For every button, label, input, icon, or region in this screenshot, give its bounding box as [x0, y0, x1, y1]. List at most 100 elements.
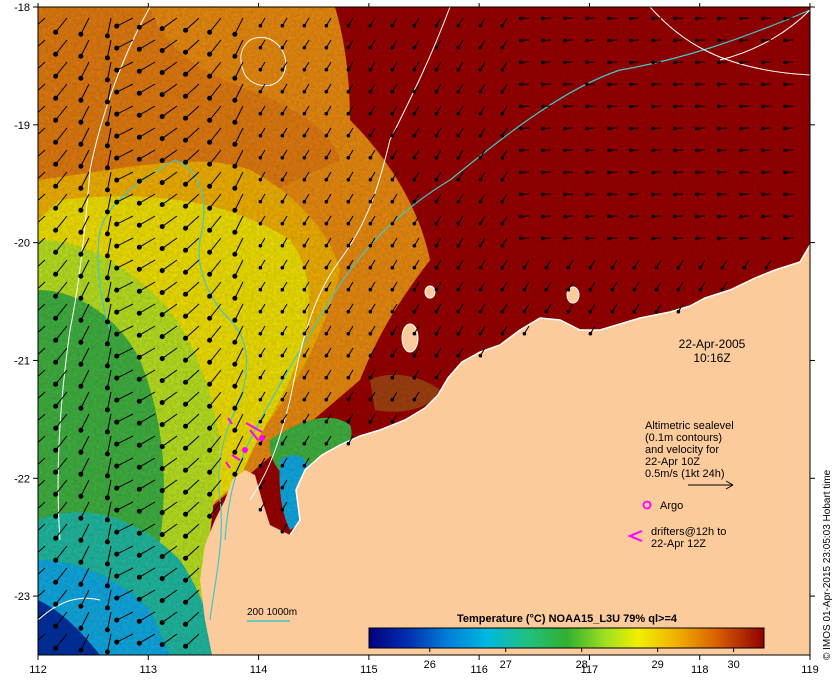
velocity-arrow-head: [258, 463, 263, 468]
velocity-arrow-head: [720, 287, 725, 292]
velocity-arrow: [80, 369, 90, 387]
velocity-arrow-head: [673, 236, 677, 241]
velocity-arrow-head: [78, 295, 84, 301]
velocity-arrow-head: [104, 407, 110, 413]
velocity-arrow-head: [456, 221, 461, 226]
velocity-arrow-head: [183, 225, 189, 231]
velocity-arrow: [116, 325, 134, 335]
velocity-arrow-head: [739, 82, 743, 87]
velocity-arrow-head: [280, 243, 285, 248]
velocity-arrow-head: [104, 33, 110, 39]
velocity-arrow-head: [78, 449, 84, 455]
velocity-arrow-head: [159, 598, 165, 604]
velocity-arrow-head: [607, 38, 611, 43]
velocity-arrow-head: [368, 199, 373, 204]
velocity-arrow-head: [717, 38, 721, 43]
velocity-arrow-head: [53, 337, 59, 343]
drifters-line: drifters@12h to: [651, 526, 727, 538]
velocity-arrow: [185, 325, 200, 339]
velocity-arrow: [139, 479, 156, 490]
velocity-arrow-head: [114, 485, 120, 491]
velocity-arrow-head: [207, 227, 213, 233]
velocity-arrow-head: [302, 199, 307, 204]
velocity-arrow: [185, 633, 200, 647]
velocity-arrow-head: [368, 243, 373, 248]
velocity-arrow-head: [104, 583, 110, 589]
velocity-arrow: [116, 611, 134, 621]
velocity-arrow-head: [78, 625, 84, 631]
velocity-arrow: [106, 369, 112, 388]
velocity-arrow-head: [346, 441, 351, 446]
velocity-arrow: [139, 391, 156, 402]
velocity-arrow-head: [717, 16, 721, 21]
velocity-arrow-head: [183, 291, 189, 297]
velocity-arrow-head: [390, 23, 395, 28]
velocity-arrow-head: [346, 111, 351, 116]
velocity-arrow-head: [159, 246, 165, 252]
velocity-arrow: [106, 171, 112, 190]
velocity-arrow-head: [104, 275, 110, 281]
velocity-arrow: [209, 369, 222, 385]
velocity-arrow: [234, 435, 244, 453]
velocity-arrow: [106, 61, 112, 80]
colorbar-tick-label: 26: [424, 659, 436, 671]
velocity-arrow-head: [136, 574, 142, 580]
velocity-arrow: [139, 457, 156, 468]
velocity-arrow-head: [739, 236, 743, 241]
velocity-arrow-head: [673, 104, 677, 109]
velocity-arrow-head: [280, 67, 285, 72]
velocity-arrow-head: [478, 155, 483, 160]
velocity-arrow-head: [53, 403, 59, 409]
velocity-arrow: [106, 391, 112, 410]
velocity-arrow-head: [183, 247, 189, 253]
velocity-arrow-head: [53, 469, 59, 475]
velocity-arrow: [106, 567, 112, 586]
velocity-arrow-head: [280, 463, 285, 468]
velocity-arrow: [55, 545, 68, 561]
velocity-arrow-head: [629, 148, 633, 153]
velocity-arrow-head: [585, 60, 589, 65]
velocity-arrow-head: [183, 313, 189, 319]
altimetric-line: 22-Apr 10Z: [645, 456, 701, 468]
velocity-arrow: [139, 567, 156, 578]
velocity-arrow-head: [104, 539, 110, 545]
velocity-arrow: [209, 193, 222, 209]
velocity-arrow-head: [280, 441, 285, 446]
velocity-arrow: [234, 325, 244, 343]
velocity-arrow: [185, 259, 200, 273]
velocity-arrow-head: [183, 643, 189, 649]
velocity-arrow-head: [651, 104, 655, 109]
velocity-arrow-head: [30, 72, 34, 76]
velocity-arrow-head: [541, 82, 545, 87]
velocity-arrow-head: [136, 24, 142, 30]
lon-tick-label: 115: [360, 664, 378, 676]
velocity-arrow: [209, 83, 222, 99]
map-frame: [37, 6, 811, 656]
velocity-arrow-head: [53, 249, 59, 255]
velocity-arrow-head: [30, 94, 34, 98]
velocity-arrow-head: [114, 375, 120, 381]
velocity-arrow-head: [258, 243, 263, 248]
velocity-arrow-head: [412, 23, 417, 28]
velocity-arrow-head: [159, 356, 165, 362]
velocity-arrow-head: [673, 214, 677, 219]
velocity-arrow-head: [136, 420, 142, 426]
velocity-arrow-head: [654, 309, 659, 314]
velocity-arrow-head: [629, 126, 633, 131]
velocity-arrow-head: [585, 192, 589, 197]
velocity-arrow-head: [258, 485, 263, 490]
velocity-arrow-head: [114, 551, 120, 557]
velocity-arrow: [139, 17, 156, 28]
velocity-arrow-head: [53, 579, 59, 585]
velocity-arrow-head: [207, 337, 213, 343]
velocity-arrow-head: [78, 317, 84, 323]
velocity-arrow-head: [563, 38, 567, 43]
velocity-arrow: [209, 303, 222, 319]
velocity-arrow-head: [53, 491, 59, 497]
velocity-arrow: [161, 545, 178, 557]
velocity-arrow: [55, 105, 68, 121]
velocity-arrow-head: [53, 601, 59, 607]
velocity-arrow-head: [207, 469, 213, 475]
velocity-arrow-head: [30, 512, 34, 516]
velocity-arrow-head: [563, 60, 567, 65]
